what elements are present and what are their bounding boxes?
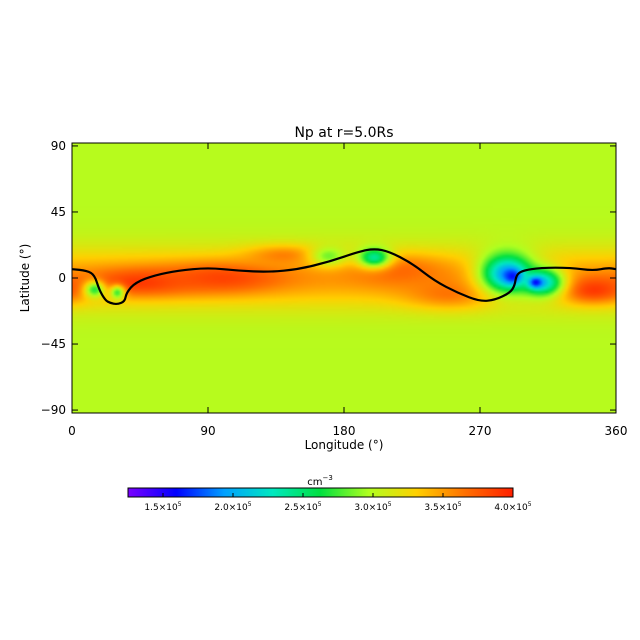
x-tick-label: 270 [469, 424, 492, 438]
y-axis: 90 45 0 −45 −90 [41, 139, 616, 417]
contour-line [72, 248, 616, 306]
chart-title: Np at r=5.0Rs [294, 125, 393, 141]
y-axis-label: Latitude (°) [18, 244, 32, 313]
colorbar-tick-label: 2.0×105 [214, 501, 251, 513]
colorbar-tick-label: 1.5×105 [144, 501, 181, 513]
x-axis-label: Longitude (°) [305, 438, 384, 452]
colorbar-tick-label: 4.0×105 [494, 501, 531, 513]
heatmap-area [72, 143, 616, 413]
x-axis: 0 90 180 270 360 [68, 143, 627, 438]
colorbar-unit-label: cm−3 [307, 474, 333, 488]
y-tick-label: 0 [58, 271, 66, 285]
x-tick-label: 90 [200, 424, 215, 438]
y-tick-label: 90 [51, 139, 66, 153]
colorbar-tick-label: 3.5×105 [424, 501, 461, 513]
colorbar-ticks: 1.5×105 2.0×105 2.5×105 3.0×105 3.5×105 4.0×1… [144, 493, 532, 513]
colorbar-tick-label: 3.0×105 [354, 501, 391, 513]
x-tick-label: 0 [68, 424, 76, 438]
colorbar: cm−3 1.5×105 2.0×105 2.5×105 3.0×105 3.5×105… [127, 474, 532, 513]
y-tick-label: 45 [51, 205, 66, 219]
x-tick-label: 360 [605, 424, 628, 438]
y-tick-label: −45 [41, 337, 66, 351]
x-tick-label: 180 [333, 424, 356, 438]
y-tick-label: −90 [41, 403, 66, 417]
colorbar-tick-label: 2.5×105 [284, 501, 321, 513]
heatmap-image [72, 143, 616, 413]
colorbar-bar [127, 487, 514, 498]
